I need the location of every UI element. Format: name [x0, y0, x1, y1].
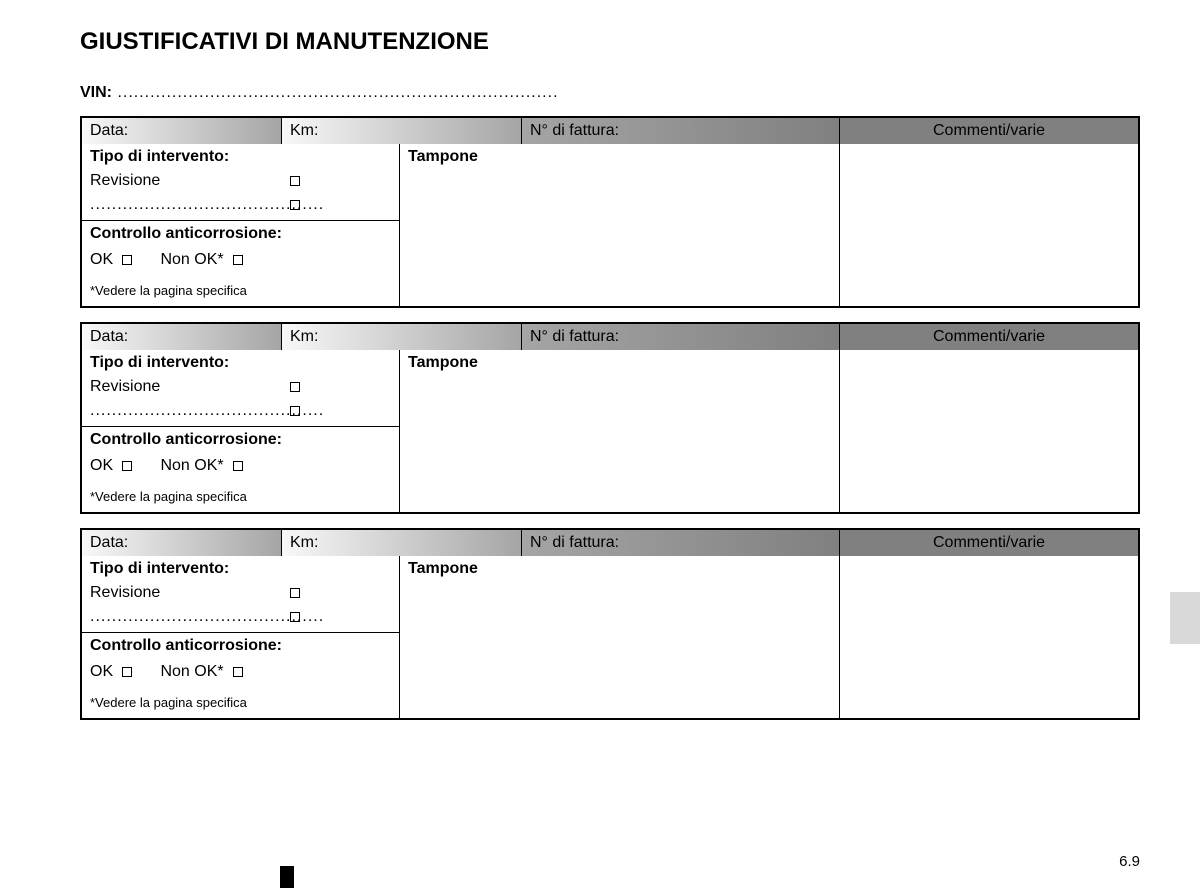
anticorrosion-label: Controllo anticorrosione:	[90, 431, 391, 449]
stamp-label: Tampone	[400, 144, 840, 306]
notok-checkbox[interactable]	[233, 461, 243, 471]
other-dots: ........................................…	[90, 402, 290, 420]
thumb-tab	[1170, 592, 1200, 644]
record-header: Data: Km: N° di fattura: Commenti/varie	[82, 324, 1138, 350]
notok-label: Non OK*	[160, 457, 223, 474]
record-header: Data: Km: N° di fattura: Commenti/varie	[82, 118, 1138, 144]
vin-dots: ........................................…	[112, 84, 559, 101]
intervention-label: Tipo di intervento:	[90, 560, 391, 578]
revision-checkbox[interactable]	[290, 382, 300, 392]
hdr-data: Data:	[82, 118, 282, 144]
footnote: *Vedere la pagina specifica	[90, 283, 391, 298]
stamp-label: Tampone	[400, 556, 840, 718]
revision-checkbox[interactable]	[290, 588, 300, 598]
maintenance-record: Data: Km: N° di fattura: Commenti/varie …	[80, 528, 1140, 720]
notok-checkbox[interactable]	[233, 667, 243, 677]
stamp-label: Tampone	[400, 350, 840, 512]
hdr-invoice: N° di fattura:	[522, 530, 840, 556]
comments-cell	[840, 144, 1138, 306]
anticorrosion-label: Controllo anticorrosione:	[90, 225, 391, 243]
ok-checkbox[interactable]	[122, 461, 132, 471]
comments-cell	[840, 350, 1138, 512]
record-header: Data: Km: N° di fattura: Commenti/varie	[82, 530, 1138, 556]
notok-label: Non OK*	[160, 663, 223, 680]
crop-mark	[280, 866, 294, 888]
hdr-data: Data:	[82, 530, 282, 556]
page-number: 6.9	[1119, 853, 1140, 870]
revision-label: Revisione	[90, 378, 290, 396]
other-checkbox[interactable]	[290, 406, 300, 416]
other-checkbox[interactable]	[290, 612, 300, 622]
revision-label: Revisione	[90, 172, 290, 190]
hdr-data: Data:	[82, 324, 282, 350]
notok-label: Non OK*	[160, 251, 223, 268]
hdr-km: Km:	[282, 118, 522, 144]
intervention-label: Tipo di intervento:	[90, 148, 391, 166]
comments-cell	[840, 556, 1138, 718]
other-dots: ........................................…	[90, 196, 290, 214]
footnote: *Vedere la pagina specifica	[90, 489, 391, 504]
ok-label: OK	[90, 251, 113, 268]
hdr-km: Km:	[282, 530, 522, 556]
hdr-invoice: N° di fattura:	[522, 118, 840, 144]
footnote: *Vedere la pagina specifica	[90, 695, 391, 710]
ok-checkbox[interactable]	[122, 255, 132, 265]
ok-label: OK	[90, 457, 113, 474]
ok-label: OK	[90, 663, 113, 680]
anticorrosion-label: Controllo anticorrosione:	[90, 637, 391, 655]
maintenance-record: Data: Km: N° di fattura: Commenti/varie …	[80, 116, 1140, 308]
other-dots: ........................................…	[90, 608, 290, 626]
vin-row: VIN: ...................................…	[80, 84, 1140, 102]
maintenance-record: Data: Km: N° di fattura: Commenti/varie …	[80, 322, 1140, 514]
other-checkbox[interactable]	[290, 200, 300, 210]
page-title: GIUSTIFICATIVI DI MANUTENZIONE	[80, 28, 1140, 56]
revision-checkbox[interactable]	[290, 176, 300, 186]
hdr-comments: Commenti/varie	[840, 324, 1138, 350]
hdr-invoice: N° di fattura:	[522, 324, 840, 350]
hdr-comments: Commenti/varie	[840, 118, 1138, 144]
hdr-km: Km:	[282, 324, 522, 350]
intervention-label: Tipo di intervento:	[90, 354, 391, 372]
notok-checkbox[interactable]	[233, 255, 243, 265]
hdr-comments: Commenti/varie	[840, 530, 1138, 556]
revision-label: Revisione	[90, 584, 290, 602]
ok-checkbox[interactable]	[122, 667, 132, 677]
vin-label: VIN:	[80, 84, 112, 101]
